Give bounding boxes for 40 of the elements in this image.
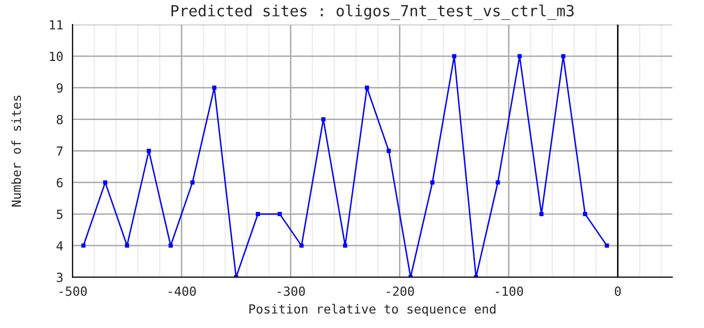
- y-tick-label: 4: [56, 241, 63, 250]
- x-tick-label: -500: [60, 286, 87, 296]
- point: [561, 54, 566, 58]
- y-tick-label: 11: [50, 20, 63, 30]
- x-tick-label: -400: [168, 286, 196, 296]
- point: [364, 86, 370, 90]
- point: [518, 54, 522, 58]
- x-tick-label: -200: [386, 286, 414, 296]
- point: [452, 54, 456, 58]
- y-tick-label: 5: [56, 210, 62, 219]
- y-tick-label: 3: [56, 272, 63, 282]
- x-axis-title: Position relative to sequence end: [249, 304, 496, 316]
- point: [256, 212, 260, 216]
- chart-title: Predicted sites : oligos_7nt_test_vs_ctrl_m3: [172, 4, 574, 20]
- y-tick-label: 10: [50, 52, 63, 62]
- y-axis-title: Number of sites: [11, 96, 22, 206]
- point: [103, 180, 108, 185]
- x-tick-label: 0: [614, 286, 621, 296]
- point: [81, 244, 86, 248]
- point: [604, 244, 609, 248]
- point: [496, 180, 500, 185]
- point: [582, 212, 588, 216]
- point: [539, 212, 544, 216]
- point: [299, 244, 304, 248]
- y-tick-label: 9: [56, 83, 63, 93]
- y-tick-label: 8: [56, 114, 63, 124]
- point: [430, 180, 434, 185]
- x-tick-label: -100: [496, 286, 523, 296]
- x-tick-label: -300: [278, 286, 305, 296]
- point: [124, 244, 130, 248]
- point: [278, 212, 282, 216]
- point: [168, 244, 173, 248]
- y-tick-label: 7: [56, 146, 63, 156]
- point: [321, 117, 326, 122]
- point: [386, 148, 391, 153]
- y-tick-label: 6: [56, 178, 63, 188]
- point: [212, 86, 216, 90]
- point: [190, 180, 195, 185]
- point: [343, 244, 348, 248]
- point: [146, 148, 151, 153]
